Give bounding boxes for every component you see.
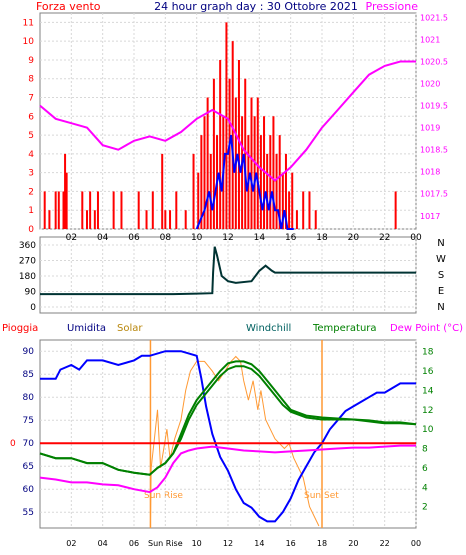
panel1-y-right-tick-1020-5: 1020.5 [420, 57, 448, 66]
series-pressione-line [39, 60, 416, 182]
panel1-y-right-tick-1020: 1020 [420, 80, 440, 89]
panel3-y-left-tick-60: 60 [23, 485, 35, 495]
panel3-y-left-tick-80: 80 [23, 393, 35, 403]
header-title: 24 hour graph day : 30 Ottobre 2021 [154, 0, 358, 13]
chart-marks: 02 04 06 08 10 12 14 16 18 20 22 000123456789101110… [10, 13, 448, 548]
series-dew-point-c-line [39, 444, 416, 494]
panel2-y-tick-360: 360 [19, 241, 36, 251]
panel2-y-tick-270: 270 [19, 257, 36, 267]
panel3-x-tick-18: 18 [317, 539, 327, 548]
panel3-y-left-tick-55: 55 [23, 508, 34, 518]
panel3-y-left-tick-75: 75 [23, 416, 34, 426]
series-temperatura-line [39, 360, 417, 476]
panel1-y-left-tick-5: 5 [28, 131, 34, 141]
panel3-y-right-tick-18: 18 [422, 348, 434, 358]
panel3-x-tick-16: 16 [286, 539, 296, 548]
legend-windchill: Windchill [246, 323, 291, 334]
panel1-y-left-tick-4: 4 [28, 150, 34, 160]
panel3-x-tick-20: 20 [348, 539, 358, 548]
series-umidita-line [40, 350, 416, 523]
panel3-x-tick-12: 12 [223, 539, 233, 548]
panel1-y-left-tick-3: 3 [28, 169, 34, 179]
panel3-y-left-tick-65: 65 [23, 462, 34, 472]
panel3-y-right-tick-16: 16 [422, 367, 434, 377]
series-raffica-line [195, 134, 294, 230]
direction-label-w: W [436, 254, 446, 265]
legend-temperatura: Temperatura [312, 323, 377, 334]
legend-dewpoint: Dew Point (°C) [390, 323, 463, 334]
panel1-y-left-tick-0: 0 [28, 225, 34, 235]
series-solar-line [149, 355, 320, 527]
panel3-x-tick-02: 02 [66, 539, 76, 548]
header-left-label: Forza vento [36, 0, 101, 13]
panel3-x-tick-04: 04 [98, 539, 108, 548]
panel3-x-tick-sun-rise: Sun Rise [148, 539, 183, 548]
panel3-x-tick-06: 06 [129, 539, 139, 548]
panel1-y-left-tick-11: 11 [23, 18, 34, 28]
panel1-y-right-tick-1021-5: 1021.5 [420, 13, 448, 22]
panel1-y-right-tick-1018-5: 1018.5 [420, 146, 448, 155]
panel1-y-right-tick-1019-5: 1019.5 [420, 102, 448, 111]
panel3-x-tick-00: 00 [411, 539, 421, 548]
panel1-y-left-tick-9: 9 [28, 56, 34, 66]
panel1-y-left-tick-10: 10 [23, 37, 35, 47]
panel1-y-right-tick-1021: 1021 [420, 35, 440, 44]
panel2-y-tick-180: 180 [19, 272, 36, 282]
panel3-x-tick-14: 14 [254, 539, 264, 548]
panel1-y-right-tick-1018: 1018 [420, 168, 440, 177]
panel1-y-left-tick-8: 8 [28, 75, 34, 85]
panel1-y-left-tick-7: 7 [28, 94, 34, 104]
panel1-y-right-tick-1017-5: 1017.5 [420, 190, 448, 199]
series-direzione-vento-line [40, 246, 416, 296]
sun-rise-annotation: Sun Rise [144, 491, 183, 501]
panel3-y-right-tick-10: 10 [422, 425, 434, 435]
panel3-y-left-tick-90: 90 [23, 347, 35, 357]
legend-pioggia: Pioggia [2, 323, 38, 334]
panel3-x-tick-22: 22 [380, 539, 390, 548]
panel3-y-left-tick-70: 70 [23, 439, 35, 449]
panel1-y-left-tick-1: 1 [28, 206, 34, 216]
direction-label-e: E [438, 286, 444, 297]
panel2-y-tick-90: 90 [25, 288, 37, 298]
direction-label-s: S [438, 270, 444, 281]
direction-label-n-top: N [437, 238, 444, 249]
legend-umidita: Umidita [67, 323, 106, 334]
panel3-y-right-tick-8: 8 [422, 445, 428, 455]
panel3-y-left-tick-85: 85 [23, 370, 34, 380]
panel1-y-left-tick-2: 2 [28, 187, 34, 197]
panel3-x-tick-10: 10 [192, 539, 202, 548]
header-right-label: Pressione [366, 0, 419, 13]
panel1-y-left-tick-6: 6 [28, 112, 34, 122]
legend-solar: Solar [117, 323, 143, 334]
rain-zero-label: 0 [10, 439, 16, 449]
panel3-y-right-tick-14: 14 [422, 386, 434, 396]
panel3-y-right-tick-6: 6 [422, 464, 428, 474]
panel1-y-right-tick-1019: 1019 [420, 124, 440, 133]
panel1-y-right-tick-1017: 1017 [420, 212, 440, 221]
panel3-y-right-tick-2: 2 [422, 503, 428, 513]
panel2-y-tick-0: 0 [30, 303, 36, 313]
panel3-y-right-tick-12: 12 [422, 406, 433, 416]
panel3-y-right-tick-4: 4 [422, 483, 428, 493]
direction-label-n-bottom: N [437, 302, 444, 313]
